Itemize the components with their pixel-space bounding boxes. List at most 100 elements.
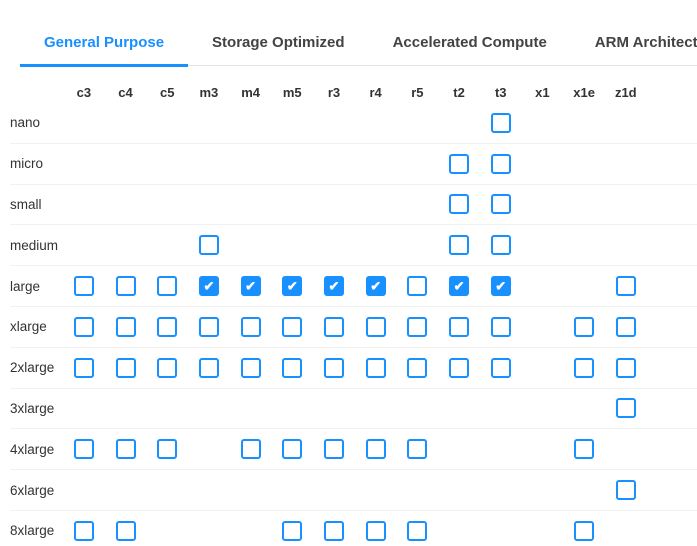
checkbox-4xlarge-c4[interactable] bbox=[115, 439, 136, 460]
checkbox-large-r3[interactable]: ✔ bbox=[323, 276, 344, 297]
checkbox-2xlarge-x1e[interactable] bbox=[574, 357, 595, 378]
checkbox-small-t2[interactable] bbox=[449, 194, 470, 215]
checkbox-medium-m3[interactable] bbox=[198, 235, 219, 256]
checkbox-xlarge-t2[interactable] bbox=[449, 316, 470, 337]
checkbox-large-m4[interactable]: ✔ bbox=[240, 276, 261, 297]
matrix-cell-xlarge-m5 bbox=[271, 316, 313, 337]
checkmark-icon: ✔ bbox=[453, 278, 465, 294]
checkbox-xlarge-r4[interactable] bbox=[365, 316, 386, 337]
checkbox-4xlarge-c5[interactable] bbox=[157, 439, 178, 460]
matrix-cell-2xlarge-t2 bbox=[438, 357, 480, 378]
checkbox-large-m5[interactable]: ✔ bbox=[282, 276, 303, 297]
checkbox-large-c3[interactable] bbox=[73, 276, 94, 297]
checkbox-micro-t2[interactable] bbox=[449, 153, 470, 174]
matrix-cell-large-t3: ✔ bbox=[480, 276, 522, 297]
checkbox-2xlarge-t2[interactable] bbox=[449, 357, 470, 378]
checkbox-xlarge-r3[interactable] bbox=[323, 316, 344, 337]
checkbox-2xlarge-r3[interactable] bbox=[323, 357, 344, 378]
tab-storage-optimized[interactable]: Storage Optimized bbox=[212, 34, 345, 51]
checkbox-large-c4[interactable] bbox=[115, 276, 136, 297]
checkbox-xlarge-m4[interactable] bbox=[240, 316, 261, 337]
matrix-cell-large-r3: ✔ bbox=[313, 276, 355, 297]
matrix-cell-xlarge-m3 bbox=[188, 316, 230, 337]
checkbox-large-t2[interactable]: ✔ bbox=[449, 276, 470, 297]
checkbox-nano-t3[interactable] bbox=[490, 112, 511, 133]
checkbox-2xlarge-c4[interactable] bbox=[115, 357, 136, 378]
tab-general-purpose[interactable]: General Purpose bbox=[20, 26, 189, 67]
checkbox-8xlarge-c3[interactable] bbox=[73, 520, 94, 541]
matrix-cell-4xlarge-r3 bbox=[313, 439, 355, 460]
checkbox-8xlarge-r4[interactable] bbox=[365, 520, 386, 541]
checkbox-8xlarge-x1e[interactable] bbox=[574, 520, 595, 541]
checkbox-2xlarge-m3[interactable] bbox=[198, 357, 219, 378]
checkbox-4xlarge-x1e[interactable] bbox=[574, 439, 595, 460]
checkbox-4xlarge-r4[interactable] bbox=[365, 439, 386, 460]
checkbox-4xlarge-r3[interactable] bbox=[323, 439, 344, 460]
checkbox-xlarge-m3[interactable] bbox=[198, 316, 219, 337]
checkbox-6xlarge-z1d[interactable] bbox=[615, 480, 636, 501]
checkbox-4xlarge-m5[interactable] bbox=[282, 439, 303, 460]
checkbox-xlarge-c5[interactable] bbox=[157, 316, 178, 337]
checkbox-2xlarge-r4[interactable] bbox=[365, 357, 386, 378]
checkbox-large-z1d[interactable] bbox=[615, 276, 636, 297]
checkbox-8xlarge-r5[interactable] bbox=[407, 520, 428, 541]
matrix-row-8xlarge: 8xlarge bbox=[10, 511, 697, 546]
checkbox-8xlarge-r3[interactable] bbox=[323, 520, 344, 541]
matrix-cell-large-c4 bbox=[105, 276, 147, 297]
matrix-cell-8xlarge-x1e bbox=[563, 520, 605, 541]
row-label: micro bbox=[10, 156, 43, 172]
matrix-cell-2xlarge-m5 bbox=[271, 357, 313, 378]
matrix-cell-2xlarge-c3 bbox=[63, 357, 105, 378]
matrix-cell-xlarge-r4 bbox=[355, 316, 397, 337]
checkbox-small-t3[interactable] bbox=[490, 194, 511, 215]
checkbox-3xlarge-z1d[interactable] bbox=[615, 398, 636, 419]
matrix-cell-4xlarge-m5 bbox=[271, 439, 313, 460]
checkbox-2xlarge-r5[interactable] bbox=[407, 357, 428, 378]
checkbox-medium-t2[interactable] bbox=[449, 235, 470, 256]
checkbox-large-r4[interactable]: ✔ bbox=[365, 276, 386, 297]
checkbox-2xlarge-m4[interactable] bbox=[240, 357, 261, 378]
checkmark-icon: ✔ bbox=[245, 278, 257, 294]
checkbox-micro-t3[interactable] bbox=[490, 153, 511, 174]
matrix-cell-4xlarge-m4 bbox=[230, 439, 272, 460]
checkbox-xlarge-z1d[interactable] bbox=[615, 316, 636, 337]
matrix-cell-4xlarge-r5 bbox=[397, 439, 439, 460]
checkmark-icon: ✔ bbox=[370, 278, 382, 294]
checkbox-large-c5[interactable] bbox=[157, 276, 178, 297]
column-header-x1: x1 bbox=[535, 85, 550, 100]
checkbox-xlarge-r5[interactable] bbox=[407, 316, 428, 337]
checkbox-xlarge-c4[interactable] bbox=[115, 316, 136, 337]
matrix-row-3xlarge: 3xlarge bbox=[10, 389, 697, 430]
checkbox-medium-t3[interactable] bbox=[490, 235, 511, 256]
checkbox-large-m3[interactable]: ✔ bbox=[198, 276, 219, 297]
checkbox-xlarge-m5[interactable] bbox=[282, 316, 303, 337]
checkbox-2xlarge-t3[interactable] bbox=[490, 357, 511, 378]
checkbox-4xlarge-c3[interactable] bbox=[73, 439, 94, 460]
checkbox-8xlarge-c4[interactable] bbox=[115, 520, 136, 541]
matrix-cell-xlarge-m4 bbox=[230, 316, 272, 337]
row-label: 4xlarge bbox=[10, 441, 55, 457]
checkbox-8xlarge-m5[interactable] bbox=[282, 520, 303, 541]
checkbox-2xlarge-c3[interactable] bbox=[73, 357, 94, 378]
checkbox-2xlarge-c5[interactable] bbox=[157, 357, 178, 378]
column-header-m3: m3 bbox=[199, 85, 219, 100]
checkbox-xlarge-c3[interactable] bbox=[73, 316, 94, 337]
checkbox-xlarge-t3[interactable] bbox=[490, 316, 511, 337]
matrix-cell-4xlarge-c4 bbox=[105, 439, 147, 460]
checkbox-4xlarge-r5[interactable] bbox=[407, 439, 428, 460]
checkbox-large-t3[interactable]: ✔ bbox=[490, 276, 511, 297]
matrix-cell-xlarge-z1d bbox=[605, 316, 647, 337]
instance-matrix: c3 c4 c5 m3 m4 m5 r3 r4 r5 t2 t3 x1 x1e z1d nano micro… bbox=[0, 82, 697, 546]
checkbox-xlarge-x1e[interactable] bbox=[574, 316, 595, 337]
checkbox-2xlarge-m5[interactable] bbox=[282, 357, 303, 378]
tab-arm-architecture[interactable]: ARM Architecture bbox=[594, 34, 697, 51]
checkbox-2xlarge-z1d[interactable] bbox=[615, 357, 636, 378]
checkbox-4xlarge-m4[interactable] bbox=[240, 439, 261, 460]
matrix-cell-2xlarge-t3 bbox=[480, 357, 522, 378]
checkbox-large-r5[interactable] bbox=[407, 276, 428, 297]
matrix-cell-small-t3 bbox=[480, 194, 522, 215]
matrix-cell-2xlarge-m3 bbox=[188, 357, 230, 378]
tab-accelerated-compute[interactable]: Accelerated Compute bbox=[392, 34, 547, 51]
matrix-cell-large-m5: ✔ bbox=[271, 276, 313, 297]
